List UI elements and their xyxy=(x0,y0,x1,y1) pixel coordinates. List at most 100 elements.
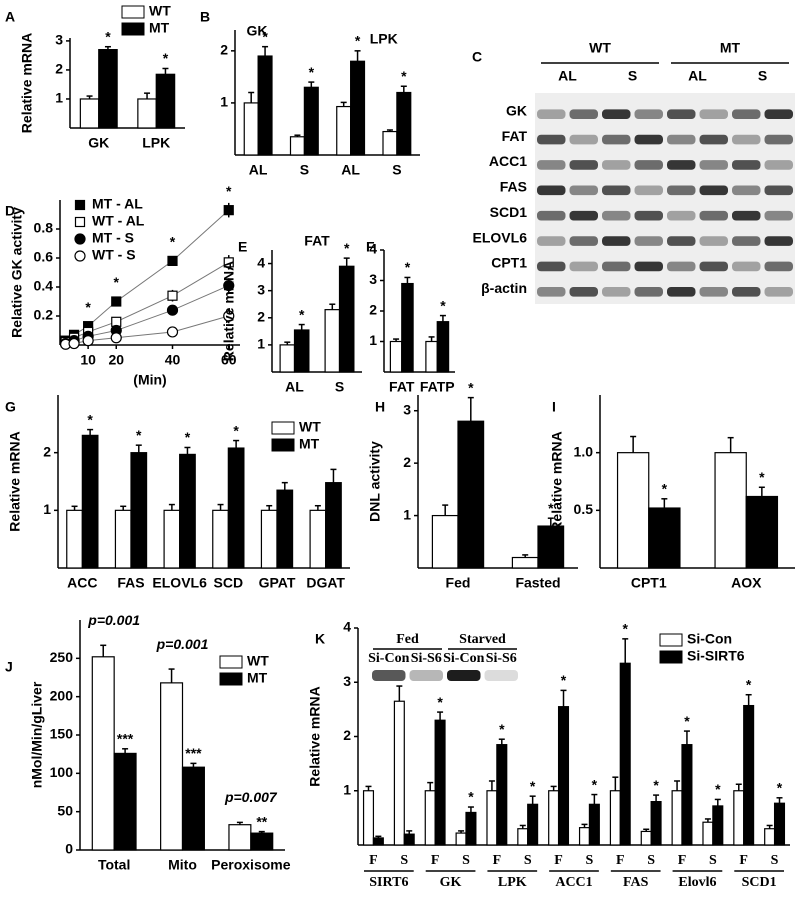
bar xyxy=(81,434,99,569)
bar xyxy=(114,509,132,569)
y-tick-label: 0.2 xyxy=(34,307,54,323)
blot-band xyxy=(667,261,696,272)
bar xyxy=(527,803,539,846)
point xyxy=(166,326,179,338)
blot-band xyxy=(764,160,793,170)
bar xyxy=(773,802,786,846)
significance-star: * xyxy=(746,676,752,692)
blot-band xyxy=(667,160,696,170)
significance-star: *** xyxy=(185,745,202,761)
significance-star: * xyxy=(355,33,361,49)
blot-band xyxy=(732,261,761,272)
y-axis-label: Relative GK activity xyxy=(9,207,25,338)
bar xyxy=(289,136,305,156)
bar xyxy=(325,482,342,569)
bar xyxy=(455,832,467,846)
x-tick-label: S xyxy=(392,162,401,178)
x-tick-label: F xyxy=(369,853,378,868)
x-axis-label: (Min) xyxy=(133,372,166,388)
blot-band xyxy=(634,160,663,170)
bar xyxy=(91,656,115,851)
p-value: p=0.001 xyxy=(87,612,140,628)
bar xyxy=(303,86,319,156)
blot-band xyxy=(764,210,793,221)
y-tick-label: 1.0 xyxy=(574,443,594,459)
y-tick-label: 3 xyxy=(403,401,411,417)
significance-star: * xyxy=(309,64,315,80)
blot-band xyxy=(602,236,631,246)
point xyxy=(82,335,94,347)
x-tick-label: 20 xyxy=(108,352,124,368)
point xyxy=(111,296,122,307)
y-tick-label: 1 xyxy=(343,781,351,797)
y-tick-label: 0.4 xyxy=(34,278,54,294)
bar xyxy=(431,514,459,569)
x-tick-label: FATP xyxy=(420,379,455,395)
significance-star: *** xyxy=(117,731,134,747)
y-tick-label: 3 xyxy=(369,271,377,287)
point xyxy=(110,332,122,344)
y-tick-label: 0.8 xyxy=(34,220,54,236)
bar xyxy=(517,828,529,846)
blot-lane: Si-Con xyxy=(368,651,409,666)
y-tick-label: 100 xyxy=(50,764,74,780)
bar xyxy=(702,821,714,846)
point xyxy=(223,279,235,292)
bar xyxy=(537,525,565,569)
blot-band xyxy=(699,236,728,246)
x-tick-label: F xyxy=(554,853,563,868)
bar xyxy=(389,340,403,373)
x-tick-label: AL xyxy=(249,162,268,178)
y-tick-label: 1 xyxy=(403,506,411,522)
blot-row-label: ACC1 xyxy=(489,153,527,169)
blot-band xyxy=(537,261,566,272)
x-tick-label: S xyxy=(462,853,470,868)
blot-band xyxy=(409,670,443,681)
significance-star: * xyxy=(114,274,120,290)
x-tick-label: AL xyxy=(341,162,360,178)
blot-row-label: FAS xyxy=(500,179,527,195)
y-tick-label: 1 xyxy=(43,501,51,517)
blot-group: MT xyxy=(720,40,741,56)
x-tick-label: F xyxy=(431,853,440,868)
x-tick-label: S xyxy=(586,853,594,868)
blot-lane: S xyxy=(758,68,767,84)
bar xyxy=(619,662,631,846)
blot-row-label: CPT1 xyxy=(491,255,527,271)
significance-star: * xyxy=(530,778,536,794)
significance-star: * xyxy=(684,713,690,729)
significance-star: * xyxy=(592,776,598,792)
x-tick-label: AOX xyxy=(731,575,762,591)
legend-label: WT - AL xyxy=(92,213,145,229)
blot-band xyxy=(569,261,598,272)
bar xyxy=(714,452,747,569)
y-tick-label: 1 xyxy=(55,90,63,106)
significance-star: * xyxy=(662,481,668,497)
panel-letter: H xyxy=(375,399,385,415)
bar xyxy=(548,790,560,846)
x-tick-label: F xyxy=(678,853,687,868)
bar xyxy=(79,98,100,129)
significance-star: * xyxy=(105,28,111,44)
significance-star: ** xyxy=(256,813,267,829)
x-tick-label: S xyxy=(709,853,717,868)
y-tick-label: 0 xyxy=(65,841,73,857)
blot-band xyxy=(732,109,761,119)
y-tick-label: 1 xyxy=(257,336,265,352)
x-tick-label: Mito xyxy=(168,857,197,873)
y-tick-label: 200 xyxy=(50,687,74,703)
blot-band xyxy=(699,185,728,196)
bar xyxy=(650,800,662,846)
y-tick-label: 50 xyxy=(57,802,73,818)
y-tick-label: 3 xyxy=(257,281,265,297)
bar xyxy=(578,827,591,846)
panel-letter: D xyxy=(5,203,15,219)
bar xyxy=(486,790,498,846)
blot-band xyxy=(569,109,598,119)
y-tick-label: 2 xyxy=(257,308,265,324)
x-tick-label: 40 xyxy=(165,352,181,368)
bar xyxy=(130,452,148,569)
x-tick-label: 60 xyxy=(221,352,237,368)
bar xyxy=(396,91,412,156)
